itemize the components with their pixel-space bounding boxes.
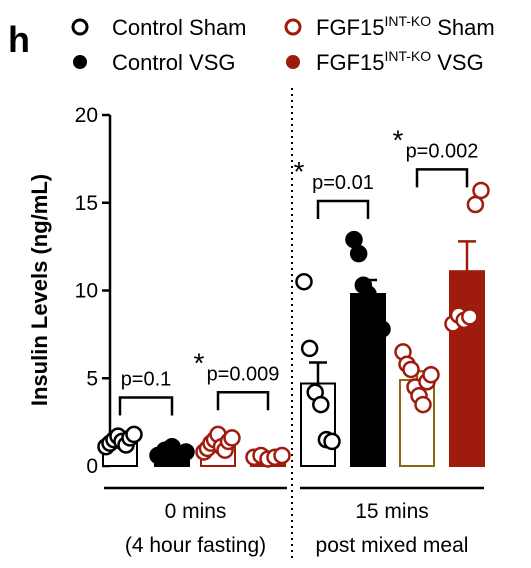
legend-label-main: Control VSG [112, 50, 236, 75]
significance-star: * [294, 156, 305, 187]
bar-group [97, 425, 143, 467]
significance-bracket: p=0.01 * [294, 156, 374, 219]
data-point [223, 429, 241, 447]
legend-entry: Control Sham [71, 15, 247, 40]
data-point [402, 360, 420, 379]
data-point [323, 432, 341, 451]
p-value-label: p=0.009 [207, 363, 280, 385]
data-point [295, 272, 313, 291]
bracket-line [118, 396, 174, 416]
legend-entry: Control VSG [73, 50, 236, 75]
y-tick-label: 10 [75, 280, 98, 303]
data-point [125, 425, 143, 444]
data-point [466, 195, 485, 214]
group-label-line2: (4 hour fasting) [125, 534, 266, 557]
data-point [373, 320, 391, 338]
bar-group [295, 272, 341, 468]
y-tick-label: 5 [86, 367, 98, 390]
data-point [414, 395, 432, 414]
bar [449, 270, 485, 467]
legend-marker-open [284, 18, 302, 36]
data-point [345, 230, 363, 249]
legend-marker-filled [73, 55, 87, 69]
data-point [472, 181, 490, 200]
legend-label-suffix: VSG [431, 50, 484, 75]
y-tick-label: 0 [86, 455, 98, 478]
group-label-line1: 0 mins [165, 500, 227, 523]
legend-marker-open [71, 18, 89, 36]
data-point [349, 244, 368, 263]
legend-label-sup: INT-KO [384, 48, 431, 64]
significance-bracket: p=0.009* [194, 347, 280, 411]
bar-group [149, 437, 195, 467]
y-axis-label: Insulin Levels (ng/mL) [27, 174, 52, 406]
legend-label-sup: INT-KO [384, 13, 431, 29]
significance-bracket: p=0.1 [118, 369, 174, 416]
legend-label: FGF15INT-KO Sham [316, 13, 495, 40]
group-label-line1: 15 mins [355, 500, 429, 523]
bar-group [394, 343, 440, 468]
data-point [312, 395, 330, 414]
legend-label: Control VSG [112, 50, 236, 75]
p-value-label: p=0.01 [312, 172, 374, 194]
significance-star: * [194, 347, 205, 378]
legend-label-main: Control Sham [112, 15, 247, 40]
significance-bracket: p=0.002* [393, 124, 479, 188]
bracket-line [316, 199, 370, 219]
bar [350, 293, 386, 468]
y-tick-label: 15 [75, 192, 98, 215]
data-point [300, 339, 319, 358]
data-point [273, 446, 291, 465]
panel-letter: h [8, 19, 30, 60]
data-point [363, 302, 382, 321]
legend-marker-filled [286, 55, 300, 69]
bracket-line [216, 391, 270, 411]
p-value-label: p=0.1 [121, 369, 172, 391]
significance-star: * [393, 124, 404, 155]
bar-group [245, 446, 291, 468]
data-point [422, 365, 440, 384]
y-tick-label: 20 [75, 104, 98, 127]
legend-label-main: FGF15 [316, 50, 384, 75]
data-point [359, 285, 377, 303]
p-value-label: p=0.002 [406, 140, 479, 162]
legend-label: Control Sham [112, 15, 247, 40]
legend-label: FGF15INT-KO VSG [316, 48, 484, 75]
legend-label-main: FGF15 [316, 15, 384, 40]
bracket-line [415, 168, 469, 188]
bar-group [195, 425, 241, 468]
legend-entry: FGF15INT-KO VSG [286, 48, 484, 75]
legend-label-suffix: Sham [431, 15, 495, 40]
data-point [177, 443, 195, 461]
legend-entry: FGF15INT-KO Sham [284, 13, 495, 40]
bar-group [345, 230, 391, 468]
group-label-line2: post mixed meal [316, 534, 469, 557]
data-point [461, 308, 479, 326]
bar-group [444, 181, 490, 467]
